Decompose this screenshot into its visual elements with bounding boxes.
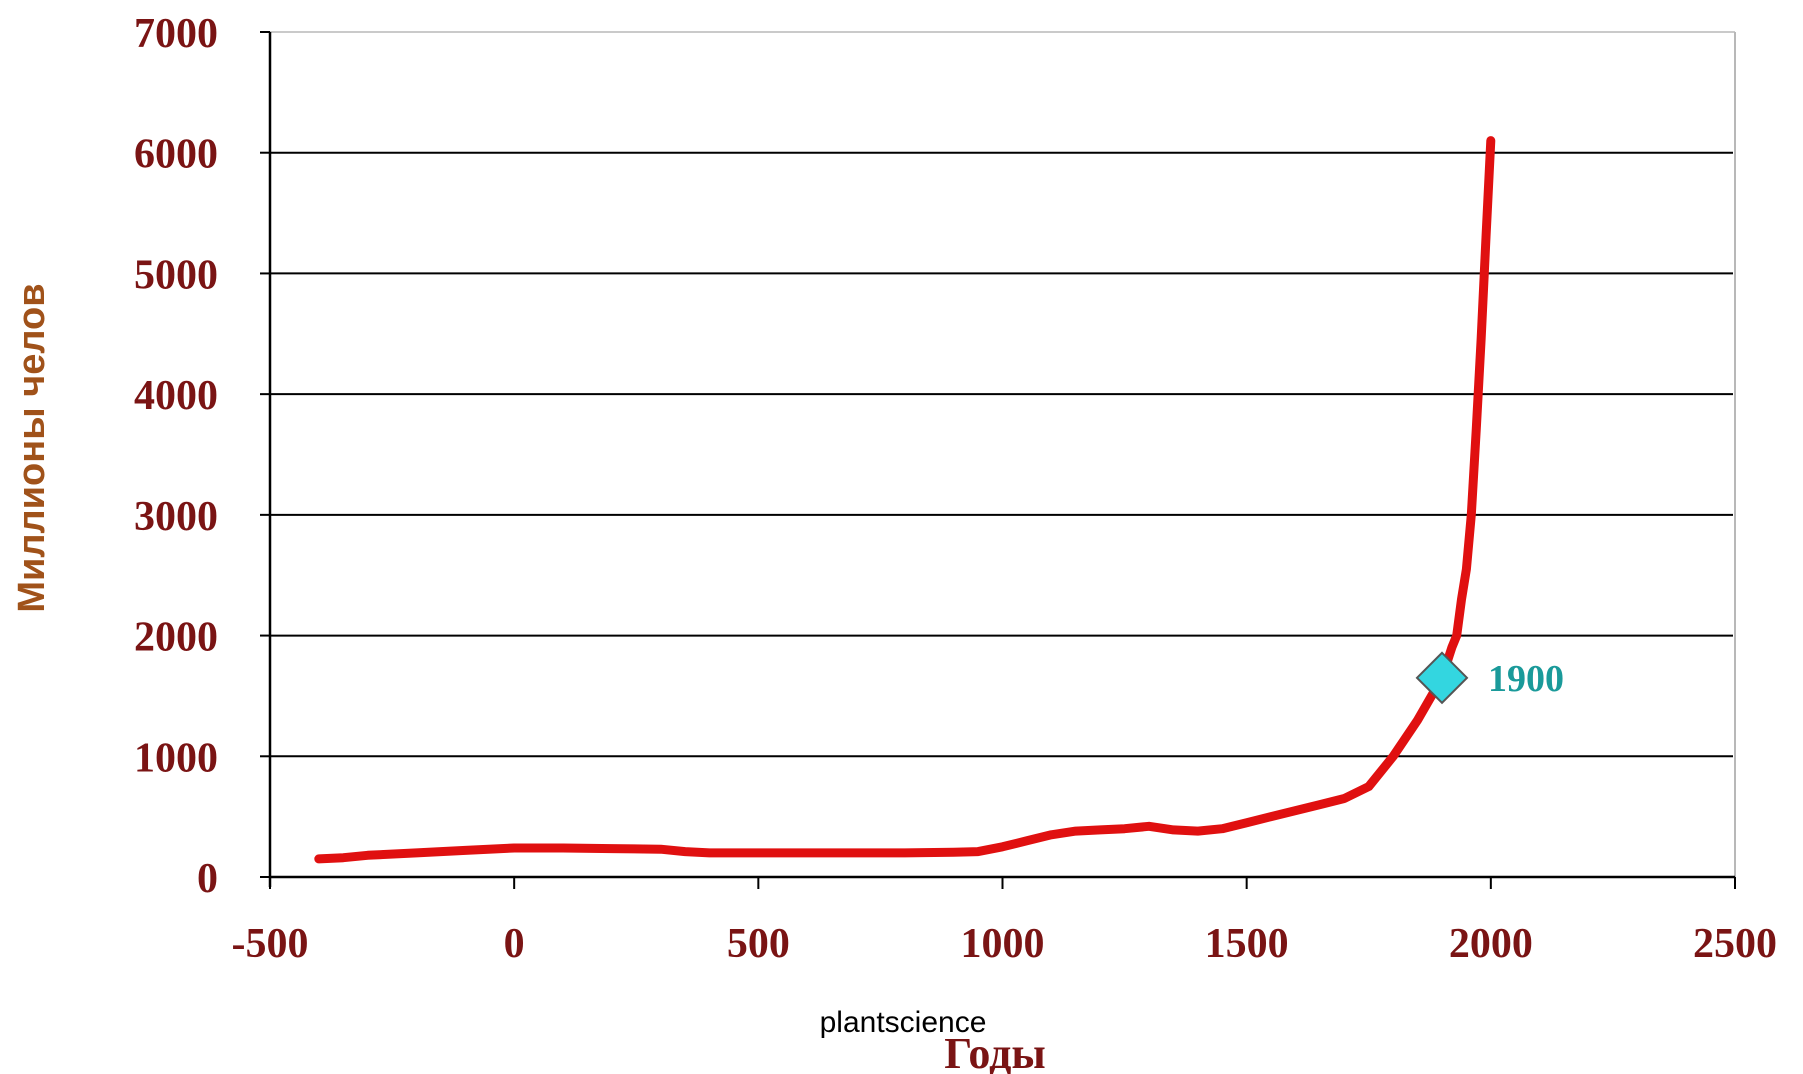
y-tick-label: 1000 (134, 735, 218, 781)
y-tick-label: 2000 (134, 615, 218, 661)
gridlines (270, 151, 1733, 758)
x-tick-label: 1500 (1205, 921, 1289, 967)
y-tick-label: 3000 (134, 494, 218, 540)
series-group (314, 136, 1496, 864)
y-tick-label: 5000 (134, 252, 218, 298)
x-tick-labels: -500 0 500 1000 1500 2000 2500 (232, 921, 1778, 967)
y-tick-label: 4000 (134, 373, 218, 419)
x-tick-label: 0 (504, 921, 525, 967)
x-tick-label: 1000 (961, 921, 1045, 967)
y-tick-labels: 0 1000 2000 3000 4000 5000 6000 7000 (134, 11, 218, 902)
y-tick-label: 7000 (134, 11, 218, 57)
y-tick-label: 6000 (134, 132, 218, 178)
x-axis-label: Годы (944, 1029, 1045, 1074)
x-tick-label: 500 (727, 921, 790, 967)
series-line-0 (314, 136, 1496, 864)
annotations: 1900 (1415, 651, 1564, 705)
y-axis-label: Миллионы челов (11, 283, 53, 612)
x-tick-label: -500 (232, 921, 309, 967)
x-tick-label: 2000 (1449, 921, 1533, 967)
annotation-marker-diamond (1415, 651, 1469, 705)
watermark-text: plantscience (820, 1006, 987, 1039)
annotation-label: 1900 (1488, 658, 1564, 700)
axes (260, 31, 1736, 889)
x-tick-label: 2500 (1693, 921, 1777, 967)
y-tick-label: 0 (197, 856, 218, 902)
